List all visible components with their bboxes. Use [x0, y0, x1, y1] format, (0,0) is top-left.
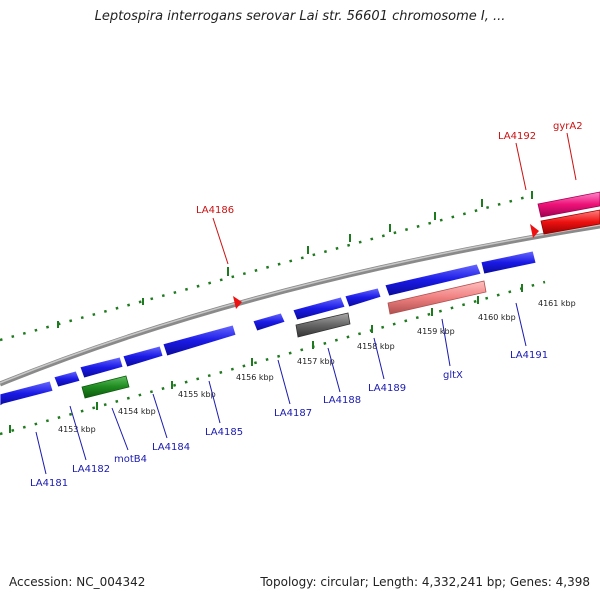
leader-lines-reverse: [35, 302, 527, 475]
gene-feature-LA4192[interactable]: [530, 224, 539, 238]
kbp-tick-label: 4159 kbp: [417, 327, 455, 336]
gene-feature-LA4187[interactable]: [252, 312, 286, 332]
tick-row-upper: [0, 194, 531, 342]
accession-text: Accession: NC_004342: [9, 575, 146, 589]
gene-feature-LA4184[interactable]: [122, 345, 164, 368]
gene-label-gyrA2[interactable]: gyrA2: [553, 121, 583, 132]
gene-label-gltX[interactable]: gltX: [443, 370, 463, 381]
gene-feature-LA4186[interactable]: [233, 296, 242, 309]
kbp-tick-label: 4155 kbp: [178, 390, 216, 399]
rna-feature[interactable]: [295, 312, 351, 338]
chromosome-backbone: [0, 223, 600, 387]
gene-feature-LA4183[interactable]: [79, 356, 124, 379]
gene-feature-gltX[interactable]: [384, 263, 482, 297]
major-ticks-lower: [9, 284, 523, 433]
gene-label-LA4187[interactable]: LA4187: [274, 408, 312, 419]
map-title: Leptospira interrogans serovar Lai str. …: [94, 9, 506, 24]
chromosome-backbone-highlight: [0, 224, 600, 384]
gene-feature-gyrA2[interactable]: [540, 209, 600, 235]
tick-row-lower: [0, 280, 546, 436]
gene-feature-LA4181[interactable]: [0, 380, 54, 407]
major-ticks-upper: [57, 191, 533, 328]
gene-feature-gyrA2-upper[interactable]: [537, 191, 600, 218]
gene-feature-LA4182[interactable]: [53, 370, 81, 388]
pseudo-feature-gltX[interactable]: [387, 280, 487, 315]
leader-lines-forward: [212, 132, 577, 265]
gene-label-LA4189[interactable]: LA4189: [368, 383, 406, 394]
gene-label-LA4191[interactable]: LA4191: [510, 350, 548, 361]
gene-feature-LA4189[interactable]: [344, 287, 382, 308]
gene-label-LA4185[interactable]: LA4185: [205, 427, 243, 438]
gene-label-LA4186[interactable]: LA4186: [196, 205, 234, 216]
gene-feature-LA4185[interactable]: [162, 324, 237, 357]
gene-label-motB4[interactable]: motB4: [114, 454, 147, 465]
reverse-genes: [0, 250, 537, 407]
gene-feature-LA4188[interactable]: [292, 296, 346, 321]
gene-label-LA4182[interactable]: LA4182: [72, 464, 110, 475]
gene-feature-LA4191[interactable]: [480, 250, 537, 275]
kbp-tick-label: 4161 kbp: [538, 299, 576, 308]
gene-label-LA4188[interactable]: LA4188: [323, 395, 361, 406]
gene-label-LA4192[interactable]: LA4192: [498, 131, 536, 142]
genome-summary-text: Topology: circular; Length: 4,332,241 bp…: [260, 575, 590, 589]
kbp-tick-label: 4157 kbp: [297, 357, 335, 366]
gene-feature-motB4[interactable]: [81, 375, 130, 399]
kbp-tick-label: 4160 kbp: [478, 313, 516, 322]
gene-label-LA4184[interactable]: LA4184: [152, 442, 190, 453]
gene-label-LA4181[interactable]: LA4181: [30, 478, 68, 489]
kbp-tick-label: 4156 kbp: [236, 373, 274, 382]
kbp-tick-label: 4154 kbp: [118, 407, 156, 416]
